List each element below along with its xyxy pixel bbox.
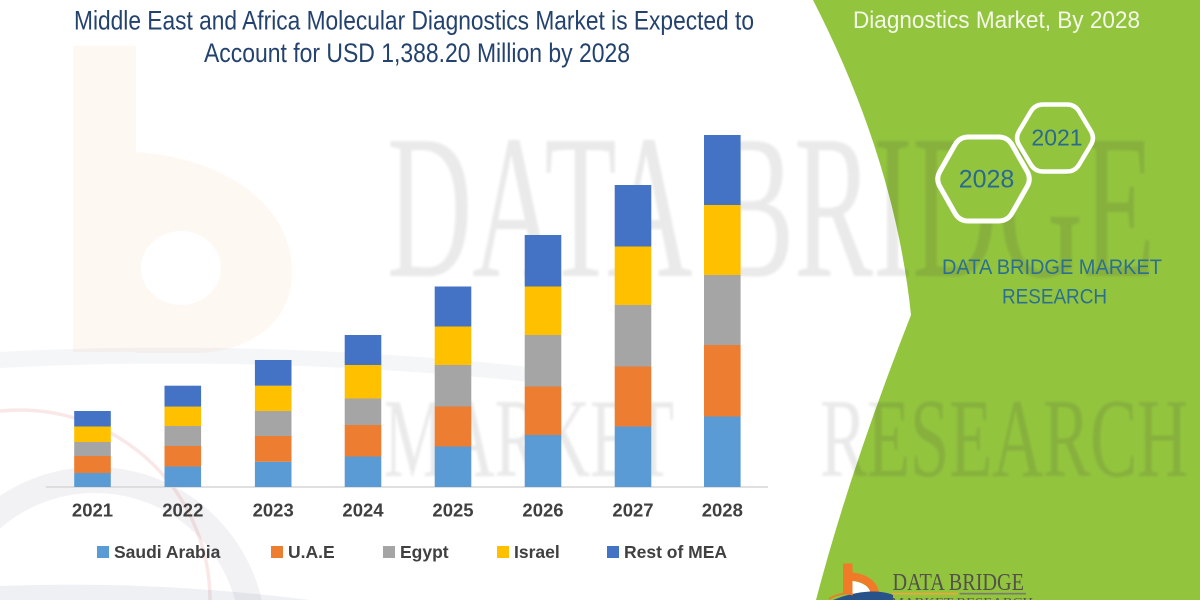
svg-text:2027: 2027 [612,500,653,521]
svg-text:DATA BRIDGE: DATA BRIDGE [893,570,1025,596]
svg-text:2023: 2023 [253,500,294,521]
svg-text:DATA BRIDGE MARKET: DATA BRIDGE MARKET [942,256,1162,279]
svg-text:2022: 2022 [162,500,203,521]
svg-text:2024: 2024 [342,500,384,521]
svg-text:MARKET RESEARCH: MARKET RESEARCH [891,597,1033,600]
svg-text:2028: 2028 [959,166,1015,194]
svg-text:Account for USD 1,388.20 Milli: Account for USD 1,388.20 Million by 2028 [204,38,630,68]
svg-text:2028: 2028 [702,500,743,521]
svg-text:Rest of MEA: Rest of MEA [624,542,727,562]
svg-text:RESEARCH: RESEARCH [1002,286,1107,309]
svg-text:2021: 2021 [1031,125,1082,151]
svg-text:Saudi Arabia: Saudi Arabia [114,542,221,562]
svg-text:Diagnostics Market, By 2028: Diagnostics Market, By 2028 [853,8,1140,34]
svg-text:U.A.E: U.A.E [288,542,335,562]
svg-text:2025: 2025 [432,500,473,521]
svg-text:Middle East and Africa Molecul: Middle East and Africa Molecular Diagnos… [74,6,754,36]
svg-text:Egypt: Egypt [400,542,449,562]
svg-text:2026: 2026 [522,500,563,521]
svg-text:2021: 2021 [72,500,113,521]
svg-text:Israel: Israel [514,542,560,562]
